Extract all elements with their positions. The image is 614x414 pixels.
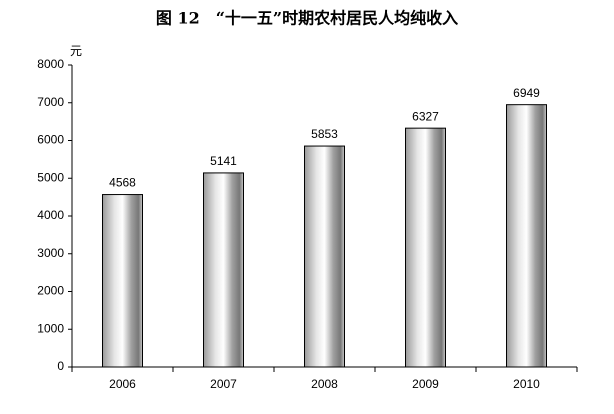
x-tick-label: 2007 — [210, 377, 237, 391]
y-tick-label: 3000 — [37, 246, 64, 260]
bar — [304, 145, 345, 368]
bar — [203, 172, 244, 368]
y-tick-label: 2000 — [37, 284, 64, 298]
bar — [405, 127, 446, 368]
x-tick-label: 2008 — [311, 377, 338, 391]
data-label: 6949 — [513, 86, 540, 100]
x-tick-label: 2009 — [412, 377, 439, 391]
x-tick-label: 2010 — [513, 377, 540, 391]
data-label: 5141 — [210, 154, 237, 168]
y-tick-label: 1000 — [37, 321, 64, 335]
x-tick-label: 2006 — [109, 377, 136, 391]
data-label: 6327 — [412, 109, 439, 123]
y-tick-label: 8000 — [37, 57, 64, 71]
y-axis-label: 元 — [70, 44, 82, 58]
bar — [102, 194, 143, 368]
data-label: 4568 — [109, 176, 136, 190]
chart-title: 图 12 “十一五”时期农村居民人均纯收入 — [156, 9, 458, 28]
data-label: 5853 — [311, 127, 338, 141]
y-tick-label: 6000 — [37, 133, 64, 147]
y-tick-label: 0 — [57, 359, 64, 373]
y-tick-label: 7000 — [37, 95, 64, 109]
bar — [506, 104, 547, 368]
y-tick-label: 4000 — [37, 208, 64, 222]
y-tick-label: 5000 — [37, 170, 64, 184]
